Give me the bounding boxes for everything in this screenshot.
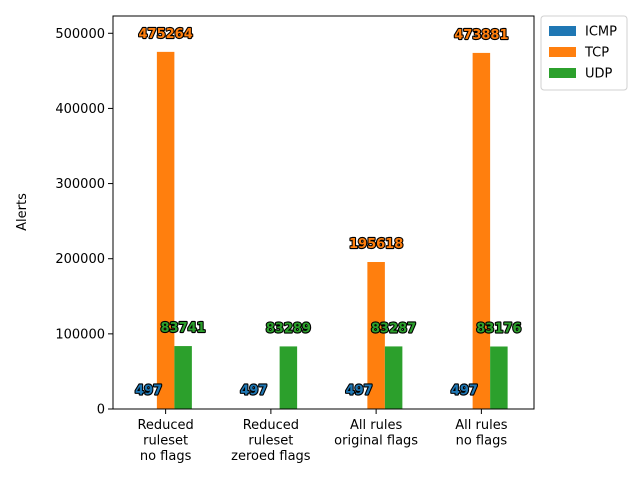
data-label-icmp-3: 497 <box>451 384 478 399</box>
legend-label-udp: UDP <box>585 67 613 82</box>
y-tick-label: 500000 <box>55 27 105 42</box>
y-tick-label: 400000 <box>55 102 105 117</box>
data-label-tcp-3: 473881 <box>454 28 508 43</box>
y-tick-label: 200000 <box>55 252 105 267</box>
bar-tcp-2 <box>367 262 385 409</box>
legend-label-icmp: ICMP <box>585 25 617 40</box>
data-label-icmp-0: 497 <box>135 384 162 399</box>
data-label-udp-3: 83176 <box>476 321 521 336</box>
x-tick-label: All rules no flags <box>455 418 507 449</box>
y-axis-title: Alerts <box>15 193 30 231</box>
data-label-udp-0: 83741 <box>161 321 206 336</box>
y-tick-label: 300000 <box>55 177 105 192</box>
bar-tcp-0 <box>156 51 175 410</box>
bar-udp-0 <box>174 346 192 409</box>
bar-tcp-3 <box>472 52 491 409</box>
x-tick-label: Reduced ruleset zeroed flags <box>231 418 311 464</box>
x-tick-label: All rules original flags <box>334 418 418 449</box>
bar-udp-1 <box>279 346 298 409</box>
data-label-icmp-2: 497 <box>346 384 373 399</box>
legend-swatch-udp <box>549 68 576 78</box>
data-label-icmp-1: 497 <box>240 384 267 399</box>
legend-swatch-icmp <box>549 26 576 36</box>
x-tick-label: Reduced ruleset no flags <box>137 418 193 464</box>
y-tick-label: 100000 <box>55 327 105 342</box>
data-label-tcp-0: 475264 <box>138 27 192 42</box>
y-tick-label: 0 <box>97 403 105 418</box>
legend-label-tcp: TCP <box>584 46 609 61</box>
plot-area: 0 100000 200000 300000 400000 500000 Reduced ru… <box>55 15 535 464</box>
data-label-udp-2: 83287 <box>371 321 416 336</box>
plot-frame <box>112 15 535 410</box>
bar-udp-2 <box>384 346 403 409</box>
data-label-udp-1: 83289 <box>266 321 311 336</box>
legend-swatch-tcp <box>549 47 576 57</box>
legend: ICMP TCP UDP <box>540 15 628 91</box>
bar-udp-3 <box>490 346 508 409</box>
data-label-tcp-2: 195618 <box>349 237 403 252</box>
